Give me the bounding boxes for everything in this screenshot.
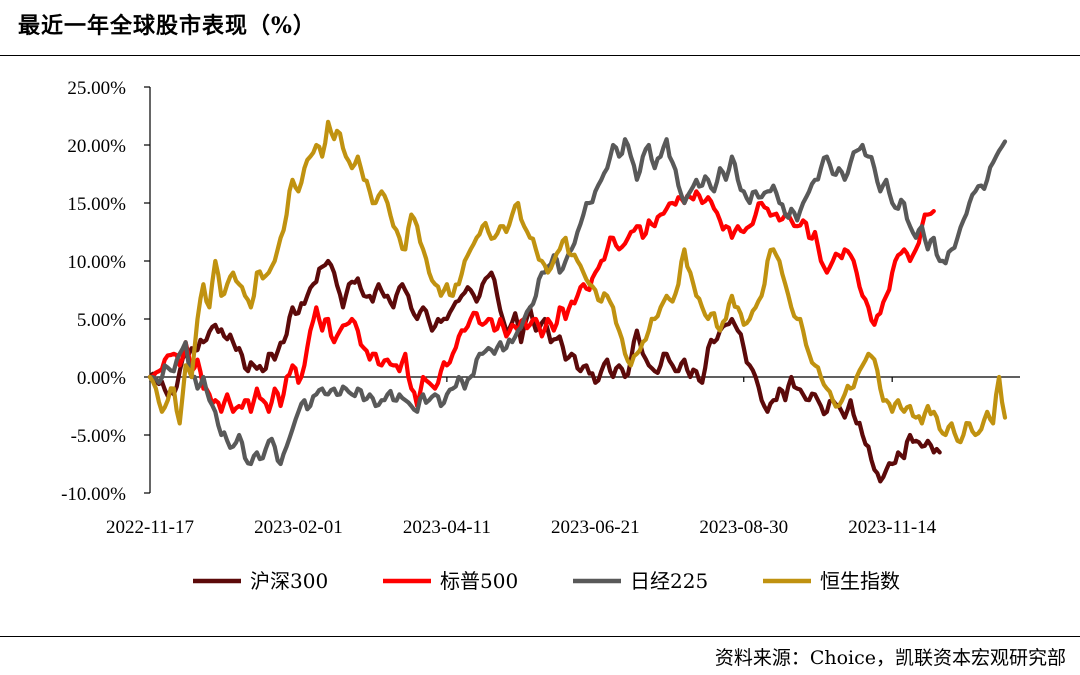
top-rule	[0, 55, 1080, 56]
chart: 25.00% 20.00% 15.00% 10.00% 5.00% 0.00% -5.00%…	[61, 78, 1020, 593]
y-tick-label: -5.00%	[71, 426, 127, 447]
y-tick-label: 0.00%	[77, 368, 126, 389]
axes	[149, 87, 1020, 493]
legend: 沪深300 标普500 日经225 恒生指数	[193, 569, 900, 593]
y-tick-label: 5.00%	[77, 310, 126, 331]
x-tick-label: 2023-08-30	[699, 517, 788, 538]
chart-title: 最近一年全球股市表现（%）	[18, 13, 316, 39]
y-tick-label: 20.00%	[67, 136, 126, 157]
legend-label: 沪深300	[250, 569, 328, 593]
x-tick-label: 2023-04-11	[403, 517, 491, 538]
bottom-rule	[0, 636, 1080, 637]
x-tick-label: 2023-06-21	[551, 517, 640, 538]
x-tick-label: 2022-11-17	[106, 517, 194, 538]
y-tick-label: -10.00%	[61, 484, 126, 505]
y-tick-label: 15.00%	[67, 194, 126, 215]
legend-label: 日经225	[630, 569, 708, 593]
y-ticks: 25.00% 20.00% 15.00% 10.00% 5.00% 0.00% -5.00%…	[61, 78, 150, 505]
series-line-4	[147, 119, 1008, 445]
y-tick-label: 25.00%	[67, 78, 126, 99]
series-line-2	[147, 189, 936, 414]
series-lines	[147, 119, 1008, 484]
series-line-3	[147, 137, 1008, 467]
x-tick-label: 2023-11-14	[848, 517, 936, 538]
series-line-1	[147, 258, 942, 484]
source-note: 资料来源：Choice，凯联资本宏观研究部	[714, 647, 1066, 669]
y-tick-label: 10.00%	[67, 252, 126, 273]
x-tick-label: 2023-02-01	[254, 517, 343, 538]
legend-label: 恒生指数	[820, 569, 900, 593]
x-ticks: 2022-11-17 2023-02-01 2023-04-11 2023-06-21…	[106, 377, 937, 538]
legend-label: 标普500	[440, 569, 518, 593]
